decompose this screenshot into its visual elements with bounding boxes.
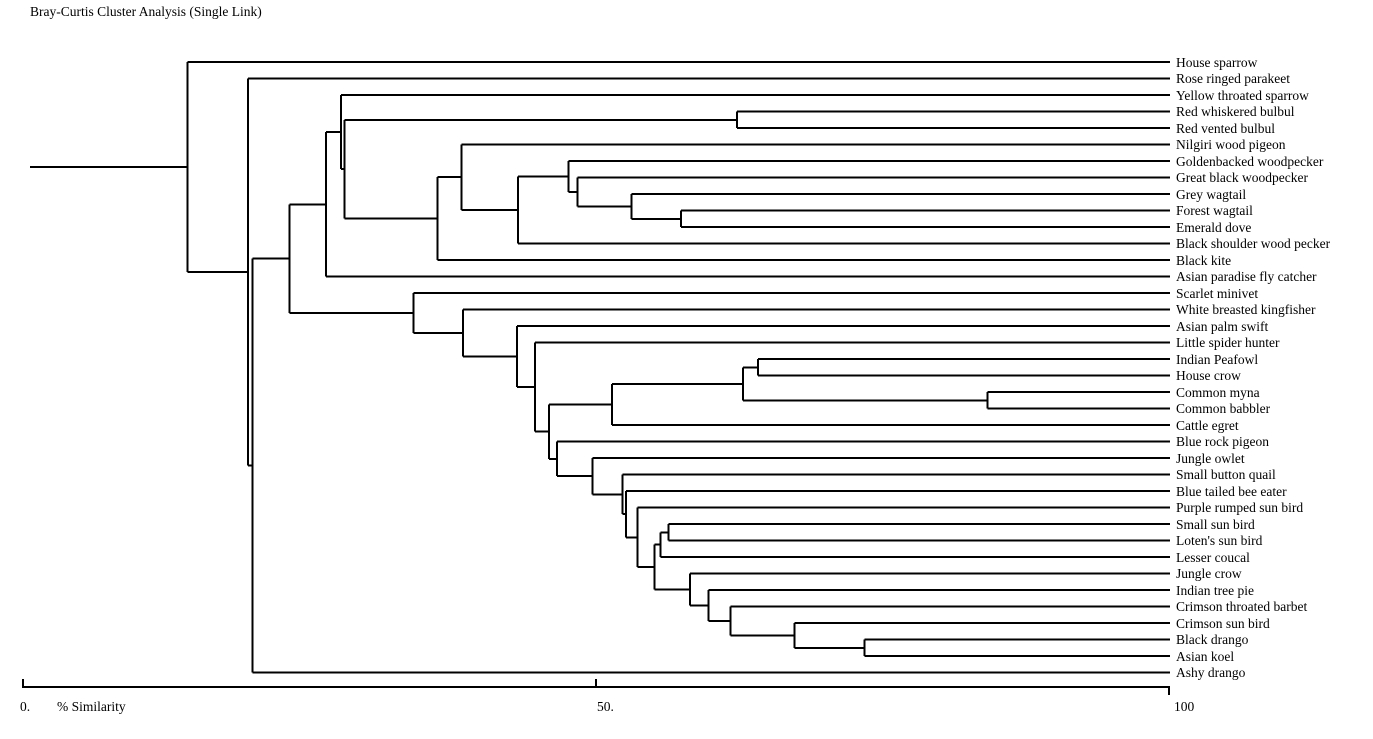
leaf-label: Nilgiri wood pigeon (1176, 137, 1286, 152)
leaf-label: Rose ringed parakeet (1176, 71, 1290, 86)
leaf-label: Purple rumped sun bird (1176, 500, 1304, 515)
leaf-label: Ashy drango (1176, 665, 1246, 680)
x-axis-title: % Similarity (57, 699, 126, 714)
leaf-label: Small sun bird (1176, 516, 1255, 532)
leaf-label: Blue rock pigeon (1176, 434, 1269, 449)
x-axis-line (22, 686, 1170, 688)
leaf-label: Grey wagtail (1176, 186, 1247, 202)
leaf-label: Yellow throated sparrow (1176, 87, 1309, 103)
x-axis-tick-label-0: 0. (20, 699, 31, 714)
leaf-label: Indian Peafowl (1176, 351, 1259, 367)
leaf-label: Cattle egret (1176, 417, 1239, 433)
x-axis-tick-50 (595, 679, 597, 686)
x-axis-tick-100 (1168, 688, 1170, 695)
leaf-label: Blue tailed bee eater (1176, 483, 1287, 499)
leaf-label: Common babbler (1176, 401, 1271, 416)
leaf-label: Emerald dove (1176, 219, 1252, 235)
leaf-label: Little spider hunter (1176, 335, 1280, 350)
leaf-label: House sparrow (1176, 54, 1258, 70)
leaf-label: Asian koel (1176, 648, 1235, 664)
leaf-label: Asian palm swift (1176, 318, 1269, 334)
leaf-label: Forest wagtail (1176, 203, 1253, 218)
leaf-label: White breasted kingfisher (1176, 302, 1316, 317)
leaf-label: Crimson sun bird (1176, 615, 1270, 631)
leaf-label: Indian tree pie (1176, 582, 1254, 598)
leaf-label: Common myna (1176, 384, 1260, 400)
leaf-label: Goldenbacked woodpecker (1176, 153, 1324, 169)
leaf-label: Small button quail (1176, 467, 1276, 482)
leaf-label: Black kite (1176, 252, 1232, 268)
leaf-label: Black shoulder wood pecker (1176, 236, 1331, 251)
leaf-label: Loten's sun bird (1176, 533, 1263, 548)
leaf-label: Jungle crow (1176, 566, 1242, 581)
leaf-label: House crow (1176, 368, 1241, 383)
leaf-label: Asian paradise fly catcher (1176, 269, 1317, 284)
x-axis-tick-label-100: 100 (1174, 699, 1195, 714)
leaf-label: Crimson throated barbet (1176, 599, 1308, 614)
leaf-label: Great black woodpecker (1176, 170, 1308, 185)
leaf-label: Scarlet minivet (1176, 285, 1259, 301)
x-axis-tick-label-50: 50. (597, 699, 614, 714)
leaf-label: Black drango (1176, 632, 1249, 647)
leaf-label: Lesser coucal (1176, 549, 1250, 565)
leaf-label: Jungle owlet (1176, 450, 1245, 466)
figure-title: Bray-Curtis Cluster Analysis (Single Lin… (30, 4, 262, 19)
leaf-label: Red whiskered bulbul (1176, 104, 1295, 119)
leaf-label: Red vented bulbul (1176, 120, 1275, 136)
x-axis-tick-0 (22, 679, 24, 686)
